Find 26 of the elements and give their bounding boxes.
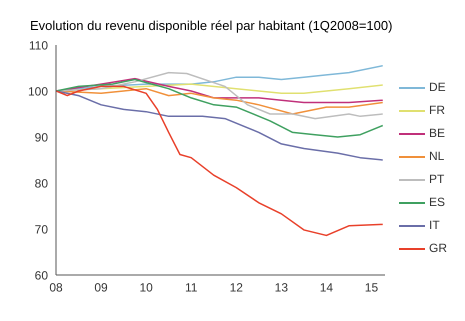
- y-tick-label: 60: [34, 268, 48, 282]
- legend-label: DE: [429, 79, 446, 96]
- legend-label: ES: [429, 194, 446, 211]
- legend-label: BE: [429, 125, 446, 142]
- x-tick-label: 10: [139, 280, 154, 295]
- y-tick-label: 90: [34, 130, 48, 144]
- y-tick-label: 110: [28, 38, 48, 52]
- y-tick-label: 70: [34, 222, 48, 236]
- x-tick-label: 08: [49, 280, 63, 295]
- x-tick-label: 12: [230, 280, 244, 295]
- x-tick-label: 09: [94, 280, 108, 295]
- line-series: [56, 86, 384, 236]
- x-tick-label: 11: [184, 280, 198, 295]
- legend-label: IT: [429, 217, 440, 234]
- legend-label: FR: [429, 102, 445, 119]
- line-series: [56, 78, 384, 138]
- x-tick-label: 13: [274, 280, 288, 295]
- x-tick-label: 15: [364, 280, 378, 295]
- line-series: [56, 90, 384, 161]
- x-tick-label: 14: [320, 280, 334, 295]
- legend-label: GR: [429, 240, 447, 257]
- chart-title: Evolution du revenu disponible réel par habitant (1Q2008=100): [29, 17, 394, 33]
- legend-label: NL: [429, 148, 444, 165]
- legend-label: PT: [429, 171, 444, 188]
- y-tick-label: 80: [34, 176, 48, 190]
- y-tick-label: 100: [28, 84, 48, 98]
